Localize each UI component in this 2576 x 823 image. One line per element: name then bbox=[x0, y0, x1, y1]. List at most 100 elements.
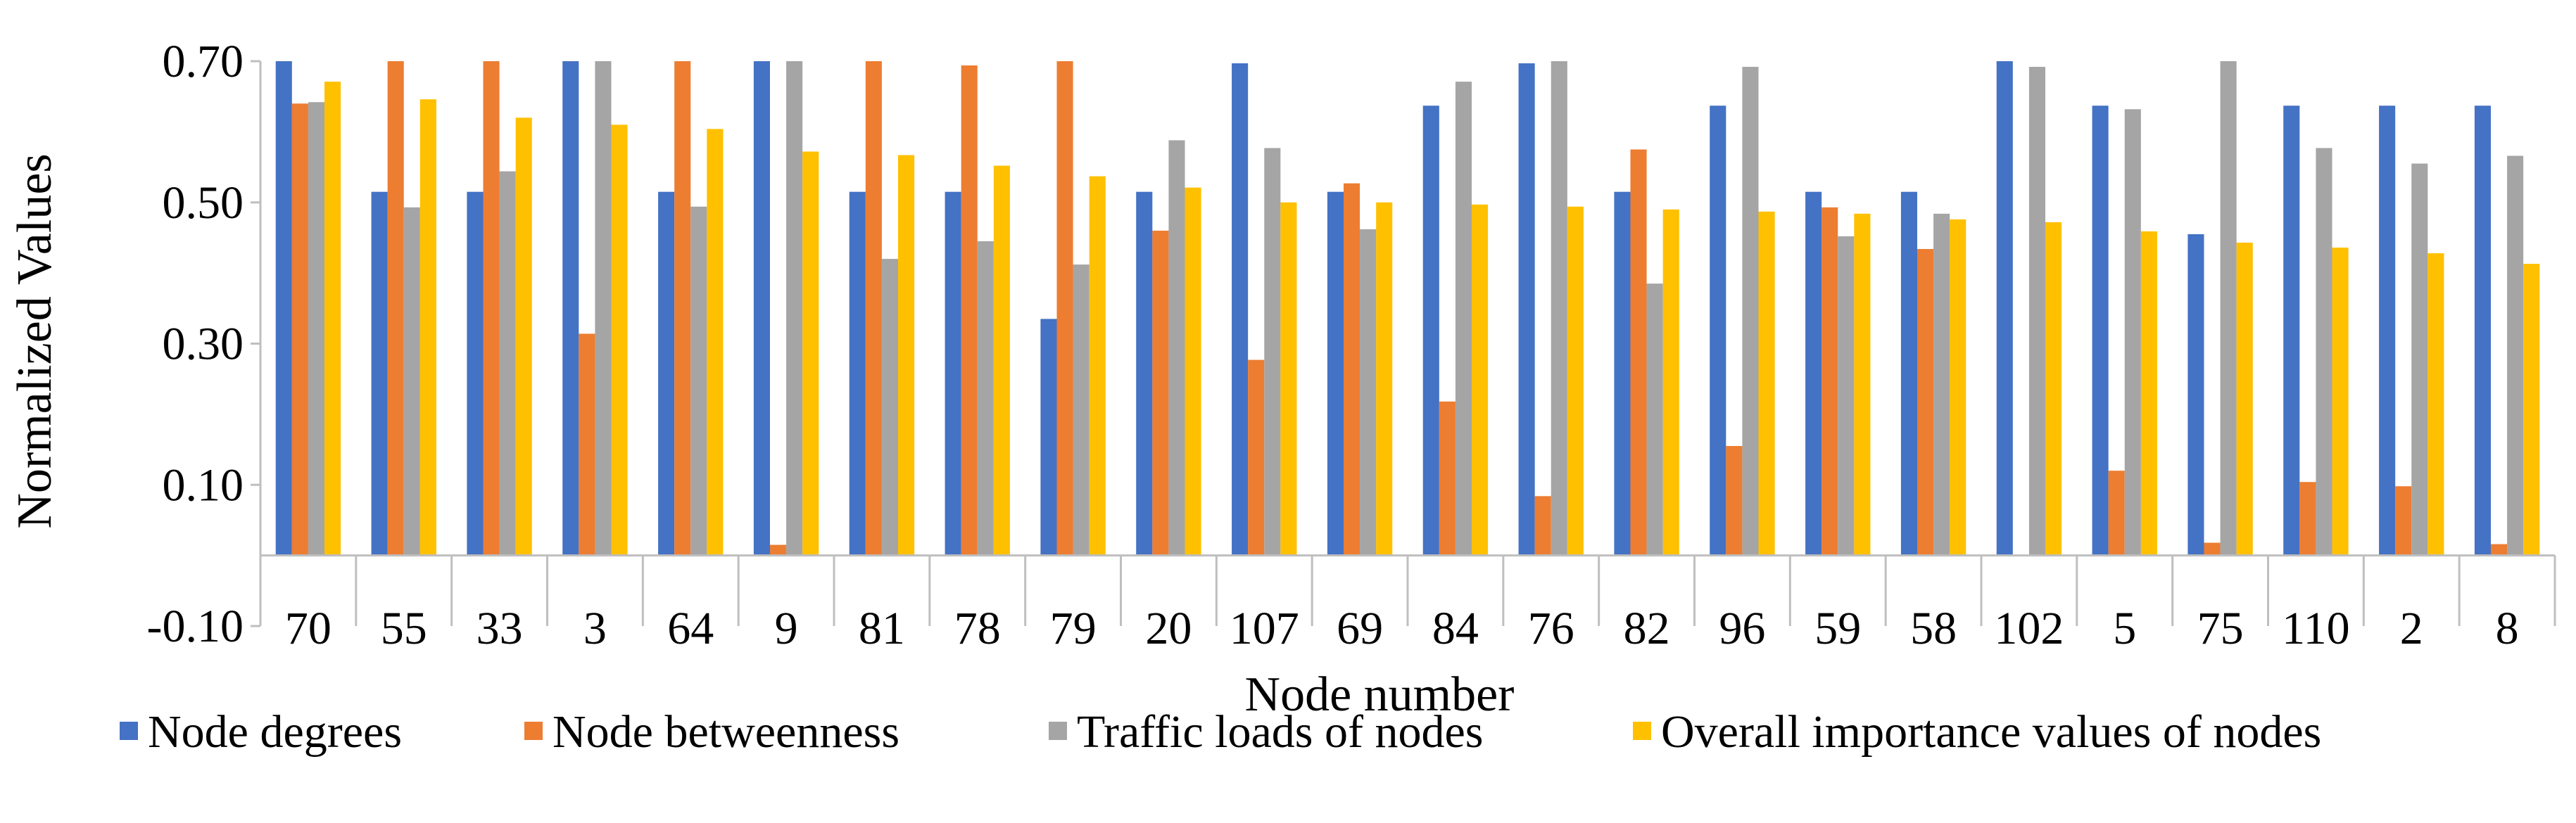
bar-64-series-1 bbox=[658, 191, 675, 556]
x-tick-label: 20 bbox=[1145, 603, 1192, 654]
bar-58-series-3 bbox=[1933, 213, 1950, 556]
bar-69-series-1 bbox=[1327, 191, 1344, 556]
bar-58-series-2 bbox=[1917, 249, 1934, 556]
bar-69-series-3 bbox=[1360, 229, 1377, 556]
bar-81-series-3 bbox=[881, 259, 899, 556]
bar-2-series-1 bbox=[2379, 106, 2396, 556]
bar-70-series-4 bbox=[324, 82, 341, 556]
legend-swatch-series-2 bbox=[524, 722, 543, 740]
legend-swatch-series-3 bbox=[1049, 722, 1067, 740]
bar-76-series-2 bbox=[1534, 496, 1551, 556]
bar-96-series-1 bbox=[1710, 106, 1726, 556]
bar-55-series-3 bbox=[403, 207, 420, 556]
bar-64-series-2 bbox=[674, 61, 691, 556]
bar-75-series-3 bbox=[2220, 61, 2237, 556]
bar-110-series-4 bbox=[2332, 247, 2349, 556]
legend: Node degrees Node betweenness Traffic load… bbox=[120, 706, 2321, 758]
y-tick-label: 0.50 bbox=[163, 177, 244, 229]
bar-78-series-3 bbox=[977, 241, 994, 556]
x-tick-label: 8 bbox=[2496, 603, 2519, 654]
bar-59-series-2 bbox=[1821, 207, 1838, 556]
bar-107-series-2 bbox=[1248, 359, 1265, 556]
y-tick-label: 0.10 bbox=[163, 459, 244, 511]
bar-82-series-3 bbox=[1646, 283, 1663, 556]
y-tick-label: -0.10 bbox=[147, 601, 244, 652]
bar-64-series-3 bbox=[690, 206, 707, 556]
x-tick-label: 96 bbox=[1719, 603, 1765, 654]
bar-76-series-3 bbox=[1551, 61, 1567, 556]
x-tick-label: 81 bbox=[859, 603, 905, 654]
bar-8-series-2 bbox=[2490, 544, 2508, 556]
bar-69-series-2 bbox=[1343, 183, 1360, 556]
bar-84-series-1 bbox=[1422, 106, 1439, 556]
bar-110-series-1 bbox=[2283, 106, 2300, 556]
bar-20-series-2 bbox=[1152, 230, 1169, 556]
bar-20-series-1 bbox=[1136, 191, 1153, 556]
x-tick-label: 64 bbox=[667, 603, 714, 654]
bar-78-series-2 bbox=[961, 65, 978, 556]
bar-8-series-1 bbox=[2474, 106, 2491, 556]
bar-20-series-3 bbox=[1168, 140, 1185, 556]
bar-5-series-2 bbox=[2108, 471, 2125, 556]
y-axis: -0.10 0.10 0.30 0.50 0.70 bbox=[147, 36, 262, 652]
bar-55-series-4 bbox=[419, 99, 436, 556]
bar-102-series-3 bbox=[2028, 67, 2046, 556]
bar-75-series-2 bbox=[2204, 542, 2221, 556]
bar-33-series-4 bbox=[515, 117, 532, 556]
bar-110-series-3 bbox=[2316, 148, 2332, 556]
bar-96-series-3 bbox=[1742, 67, 1759, 556]
x-tick-label: 76 bbox=[1528, 603, 1574, 654]
bar-84-series-2 bbox=[1439, 401, 1456, 556]
bar-2-series-2 bbox=[2395, 486, 2412, 556]
y-tick-label: 0.70 bbox=[163, 36, 244, 87]
bar-20-series-4 bbox=[1185, 187, 1201, 556]
bar-84-series-3 bbox=[1455, 82, 1472, 556]
bar-5-series-4 bbox=[2140, 231, 2157, 556]
x-tick-label: 82 bbox=[1624, 603, 1670, 654]
bar-58-series-1 bbox=[1900, 191, 1917, 556]
bar-82-series-4 bbox=[1662, 209, 1679, 556]
x-tick-label: 3 bbox=[583, 603, 607, 654]
bar-2-series-3 bbox=[2411, 163, 2428, 556]
bar-81-series-2 bbox=[865, 61, 882, 556]
bar-2-series-4 bbox=[2427, 253, 2444, 556]
bar-3-series-4 bbox=[611, 125, 628, 556]
x-tick-label: 2 bbox=[2400, 603, 2423, 654]
bar-75-series-1 bbox=[2187, 234, 2204, 556]
bar-81-series-1 bbox=[849, 191, 866, 556]
bar-3-series-1 bbox=[562, 61, 579, 556]
bar-33-series-1 bbox=[467, 191, 484, 556]
bar-82-series-2 bbox=[1630, 149, 1647, 556]
bar-75-series-4 bbox=[2236, 242, 2253, 556]
x-tick-label: 79 bbox=[1050, 603, 1097, 654]
bar-3-series-2 bbox=[579, 333, 595, 556]
x-tick-label: 78 bbox=[954, 603, 1001, 654]
bar-59-series-3 bbox=[1838, 236, 1855, 556]
x-tick-label: 102 bbox=[1994, 603, 2064, 654]
bar-55-series-1 bbox=[371, 191, 388, 556]
bar-102-series-4 bbox=[2045, 222, 2062, 556]
bar-70-series-2 bbox=[291, 103, 308, 556]
plot-area bbox=[275, 61, 2540, 556]
bar-5-series-1 bbox=[2092, 106, 2109, 556]
legend-label-series-2: Node betweenness bbox=[553, 706, 899, 758]
bar-102-series-1 bbox=[1996, 61, 2013, 556]
bar-33-series-3 bbox=[499, 171, 516, 556]
bar-9-series-4 bbox=[802, 151, 819, 556]
bar-5-series-3 bbox=[2124, 109, 2141, 556]
bar-9-series-1 bbox=[753, 61, 770, 556]
bar-70-series-3 bbox=[308, 102, 325, 556]
y-axis-title: Normalized Values bbox=[8, 153, 62, 528]
x-axis: 70 55 33 3 64 9 81 78 79 20 107 69 84 76 82 96 59 58 102 5 7… bbox=[259, 554, 2556, 654]
bar-8-series-3 bbox=[2507, 155, 2524, 556]
bar-58-series-4 bbox=[1950, 219, 1966, 556]
x-tick-label: 9 bbox=[775, 603, 798, 654]
bar-79-series-1 bbox=[1040, 319, 1057, 556]
legend-swatch-series-1 bbox=[120, 722, 138, 740]
bar-69-series-4 bbox=[1376, 202, 1393, 556]
bar-110-series-2 bbox=[2299, 482, 2316, 556]
x-tick-label: 75 bbox=[2197, 603, 2244, 654]
bar-70-series-1 bbox=[275, 61, 292, 556]
bar-64-series-4 bbox=[707, 129, 724, 556]
